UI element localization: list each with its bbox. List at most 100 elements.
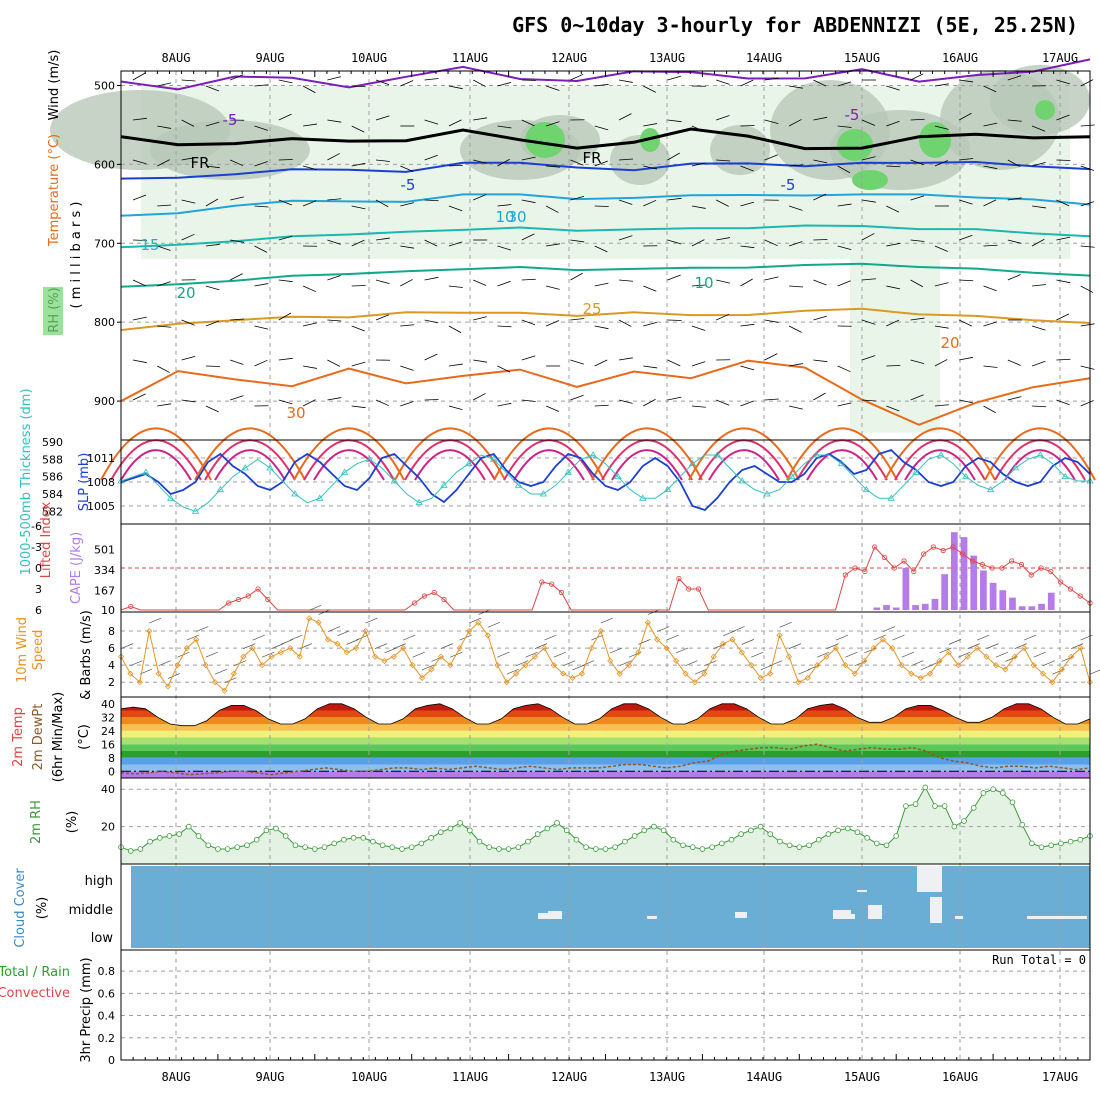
wind-barb: [667, 152, 680, 161]
wind-barb: [448, 164, 463, 167]
temp-contour-arch: [303, 439, 395, 481]
wind-barb-10m: [694, 668, 708, 675]
wind-barb: [959, 112, 972, 121]
wind-point: [927, 670, 934, 677]
wind-barb: [618, 199, 633, 205]
temp-band: [121, 744, 1090, 751]
wind-point: [908, 670, 915, 677]
temp-contour-arch: [688, 427, 800, 481]
temp-contour-arch: [698, 439, 790, 481]
wind-point: [701, 670, 708, 677]
temp-band: [121, 697, 1090, 704]
wind-barb: [351, 205, 366, 210]
wind-barb: [205, 320, 220, 327]
cape-bar: [873, 607, 881, 610]
wind-barb: [570, 73, 584, 81]
wind-barb: [521, 156, 536, 161]
wind-barb-10m: [309, 604, 322, 611]
wind-barb: [983, 199, 997, 207]
wind-barb-10m: [534, 643, 548, 649]
cape-bar: [950, 532, 958, 610]
rh-area: [121, 787, 1090, 864]
wind-barb: [521, 199, 536, 204]
rh-point: [970, 805, 977, 811]
wind-barb: [983, 285, 997, 292]
wind-barb: [157, 403, 172, 407]
wind-barb: [691, 162, 706, 167]
wind-point: [964, 653, 971, 660]
rh-point: [282, 833, 289, 839]
wind-point: [691, 679, 698, 686]
wind-barb: [691, 284, 706, 287]
wind-barb: [716, 199, 729, 207]
wind-point: [428, 666, 435, 673]
ylabel-cloud-units: (%): [35, 897, 50, 920]
wind-barb: [570, 239, 585, 243]
cape-bar: [1047, 592, 1055, 610]
thickness-tick-label: 584: [42, 488, 63, 501]
wind-barb: [764, 276, 779, 281]
wind-point: [945, 649, 952, 656]
wind-point: [823, 653, 830, 660]
cloud-fraction-bar: [930, 897, 942, 923]
cape-bar: [980, 570, 987, 610]
rh-point: [292, 842, 299, 849]
wind-barb: [1007, 239, 1022, 244]
date-label-top: 17AUG: [1042, 51, 1078, 65]
wind-barb-10m: [666, 634, 679, 641]
wind-barb: [400, 80, 414, 87]
li-point: [891, 565, 897, 571]
thickness-point: [564, 468, 572, 475]
wind-barb: [764, 119, 779, 125]
wind-barb: [910, 394, 924, 401]
wind-barb: [618, 319, 632, 327]
temp-contour-arch: [513, 449, 585, 481]
wind-barb: [570, 318, 585, 321]
rh-point: [1009, 799, 1016, 806]
wind-ylabel: 10m Wind Speed: [15, 617, 46, 683]
li-point: [842, 572, 848, 578]
rh-point: [244, 842, 250, 849]
ylabel-dewpt: 2m DewPt: [31, 704, 46, 771]
cloud-tick-label: high: [85, 874, 113, 889]
contour-label: 30: [507, 208, 526, 226]
wind-barb: [910, 73, 924, 81]
wind-barb-10m: [497, 651, 510, 658]
wind-barb: [302, 285, 317, 293]
date-label-bottom: 12AUG: [551, 1070, 587, 1084]
wind-barb: [473, 393, 486, 401]
rh-ylabel: 2m RH: [29, 800, 44, 844]
wind-barb: [375, 279, 390, 285]
cloud-fraction-bar: [735, 912, 747, 918]
wind-barb: [400, 279, 413, 287]
rh-point: [728, 836, 735, 843]
wind-barb: [886, 120, 900, 127]
wind-barb: [740, 79, 754, 87]
wind-barb: [594, 83, 609, 87]
wind-barb: [132, 316, 147, 321]
wind-barb-10m: [713, 643, 726, 649]
wind-barb: [497, 245, 512, 251]
upper-air-units: ( m i l l i b a r s ): [69, 202, 84, 309]
wind-point: [974, 645, 981, 652]
ylabel-units: ( m i l l i b a r s ): [69, 202, 84, 309]
date-label-top: 16AUG: [942, 51, 978, 65]
thickness-point: [514, 481, 523, 488]
rh-point: [622, 838, 628, 845]
wind-barb-10m: [958, 651, 971, 658]
wind-barb: [157, 82, 172, 87]
wind-barb-10m: [468, 617, 482, 624]
li-tick-label: -3: [31, 541, 42, 554]
li-point: [1018, 561, 1025, 568]
wind-barb: [691, 239, 705, 247]
wind-barb-10m: [515, 660, 529, 667]
wind-barb: [1056, 236, 1071, 241]
wind-barb: [861, 233, 875, 241]
li-point: [255, 586, 261, 592]
wind-barb: [983, 244, 998, 247]
wind-barb: [327, 397, 342, 401]
wind-barb: [303, 322, 317, 327]
li-point: [558, 589, 565, 596]
ylabel-wind-c: & Barbs (m/s): [79, 610, 94, 700]
